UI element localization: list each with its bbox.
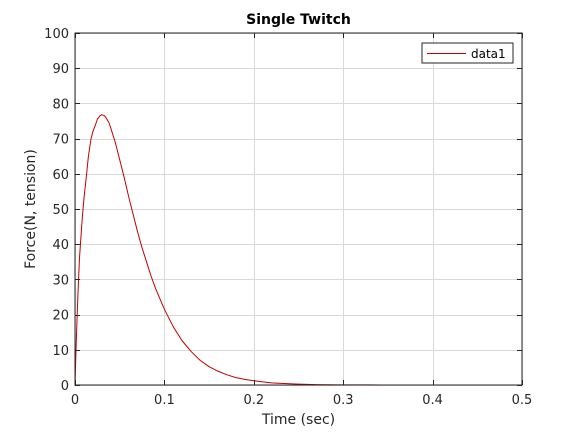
y-tick-label: 20: [52, 309, 69, 324]
y-tick-label: 0: [61, 379, 69, 394]
x-tick-label: 0: [71, 393, 79, 408]
y-tick-labels: 0 10 20 30 40 50 60 70 80 90 100: [44, 27, 69, 394]
x-tick-label: 0.1: [154, 393, 175, 408]
legend: data1: [421, 42, 514, 64]
y-tick-label: 60: [52, 168, 69, 183]
y-tick-label: 50: [52, 203, 69, 218]
x-tick-label: 0.3: [333, 393, 354, 408]
y-axis-title: Force(N, tension): [23, 149, 39, 269]
y-tick-label: 100: [44, 27, 69, 42]
y-tick-label: 80: [52, 97, 69, 112]
chart-title: Single Twitch: [246, 12, 351, 28]
y-tick-label: 70: [52, 133, 69, 148]
x-tick-label: 0.4: [422, 393, 443, 408]
y-tick-label: 90: [52, 62, 69, 77]
y-tick-label: 40: [52, 238, 69, 253]
x-axis-title: Time (sec): [261, 412, 335, 428]
series-line-data1: [74, 114, 522, 386]
y-tick-label: 10: [52, 344, 69, 359]
ticks: [75, 33, 523, 386]
x-tick-label: 0.2: [243, 393, 264, 408]
series-layer: [74, 114, 522, 386]
y-tick-label: 30: [52, 273, 69, 288]
x-tick-label: 0.5: [512, 393, 533, 408]
legend-box: [421, 42, 514, 64]
legend-label-data1: data1: [471, 47, 506, 61]
x-tick-labels: 0 0.1 0.2 0.3 0.4 0.5: [71, 393, 532, 408]
